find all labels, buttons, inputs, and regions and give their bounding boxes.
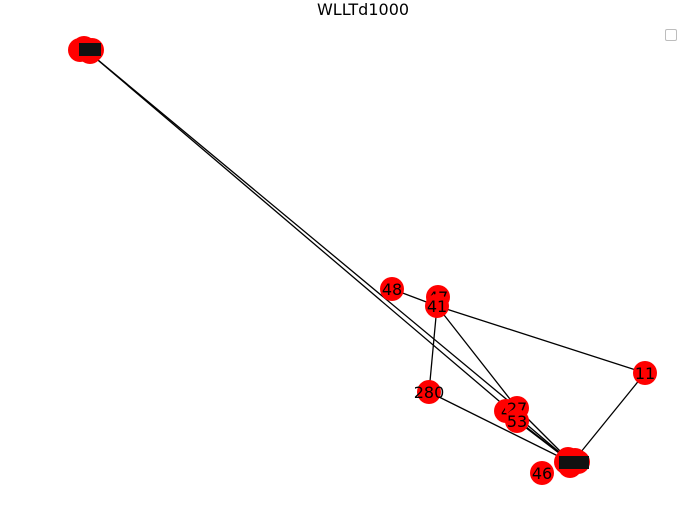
- node-label: 280: [414, 383, 445, 402]
- edge-n41-n27: [436, 305, 518, 409]
- node-label: 11: [635, 364, 655, 383]
- node-marker: [633, 361, 657, 385]
- node-n48: 48: [380, 277, 404, 301]
- node-n11: 11: [633, 361, 657, 385]
- node-layer: 6484741112804275346: [68, 36, 657, 485]
- node-label: 48: [382, 280, 402, 299]
- node-n41: 41: [425, 294, 449, 318]
- node-n280: 280: [414, 380, 445, 404]
- node-marker: [530, 461, 554, 485]
- node-marker: [380, 277, 404, 301]
- node-cluster-top-label-block: [79, 43, 101, 56]
- legend-box: [665, 29, 677, 41]
- edge-n11-cluster_bottom: [571, 372, 646, 464]
- edge-n41-n280: [428, 305, 438, 393]
- node-label: 53: [507, 412, 527, 431]
- node-label: 46: [532, 464, 552, 483]
- node-marker: [417, 380, 441, 404]
- edge-cluster_top-n27: [85, 49, 518, 409]
- node-label: 41: [427, 297, 447, 316]
- edge-cluster_top-cluster_bottom: [85, 49, 573, 464]
- node-n46: 46: [530, 461, 554, 485]
- edge-n41-n11: [436, 305, 646, 374]
- node-marker: [505, 409, 529, 433]
- figure-title: WLLTd1000: [316, 0, 410, 19]
- edge-layer: [85, 49, 646, 464]
- node-n53: 53: [505, 409, 529, 433]
- edge-n280-cluster_bottom: [428, 391, 573, 464]
- node-cluster-bottom-label-block: [559, 456, 589, 469]
- node-marker: [425, 294, 449, 318]
